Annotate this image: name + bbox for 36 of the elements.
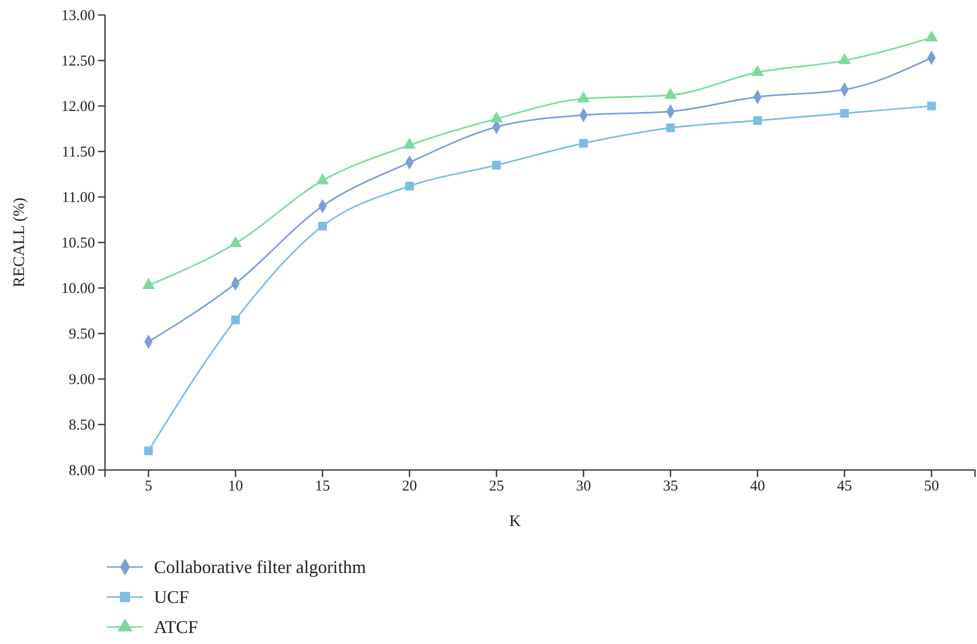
- legend-label: Collaborative filter algorithm: [154, 557, 366, 577]
- x-tick-label: 15: [315, 478, 330, 495]
- point: [231, 316, 240, 324]
- point: [666, 124, 675, 132]
- x-tick-label: 5: [144, 478, 152, 495]
- x-tick-label: 25: [489, 478, 504, 495]
- point: [753, 116, 762, 125]
- y-tick-label: 11.00: [62, 190, 95, 206]
- legend-label: UCF: [154, 587, 190, 607]
- point: [144, 446, 153, 456]
- point: [492, 160, 501, 170]
- x-tick-label: 20: [402, 478, 417, 495]
- y-tick-label: 10.50: [61, 235, 95, 252]
- point: [405, 182, 414, 190]
- y-axis-title: RECALL (%): [11, 198, 28, 288]
- x-tick-label: 50: [924, 478, 939, 495]
- y-tick-label: 9.50: [68, 326, 95, 342]
- y-tick-label: 12.00: [61, 98, 95, 115]
- y-tick-label: 8.00: [68, 462, 95, 479]
- y-tick-label: 12.50: [61, 53, 95, 70]
- y-tick-label: 8.50: [68, 417, 95, 434]
- x-axis-title: K: [509, 513, 522, 530]
- y-tick-label: 13.00: [61, 8, 95, 24]
- x-tick-label: 35: [663, 478, 678, 495]
- x-tick-label: 40: [750, 478, 765, 495]
- y-tick-label: 9.00: [68, 372, 95, 388]
- point: [927, 102, 936, 110]
- x-tick-label: 45: [837, 478, 852, 495]
- legend-label: ATCF: [154, 617, 198, 637]
- point: [579, 138, 588, 148]
- point: [318, 222, 327, 230]
- y-tick-label: 10.00: [61, 280, 95, 297]
- y-tick-label: 11.50: [62, 144, 95, 160]
- x-tick-label: 10: [228, 478, 243, 495]
- point: [840, 108, 849, 118]
- x-tick-label: 30: [576, 478, 591, 495]
